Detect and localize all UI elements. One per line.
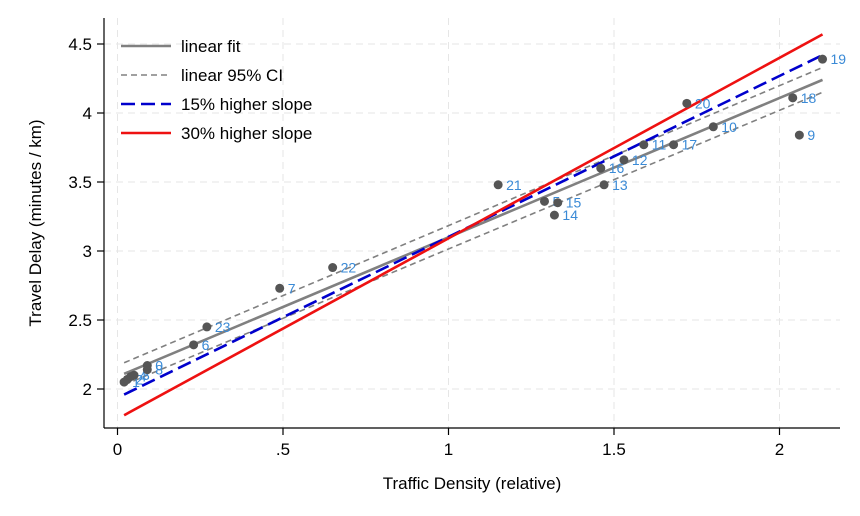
point-label: 10 [721,119,737,135]
x-tick-label: 0 [113,440,122,459]
x-tick-label: 1.5 [602,440,626,459]
point-label: 4 [139,369,147,385]
data-point-0 [142,361,152,371]
data-point-21 [493,180,503,190]
point-label: 3 [142,367,150,383]
data-point-20 [682,98,692,108]
data-point-19 [818,54,828,64]
data-point-11 [639,140,649,150]
y-tick-label: 2 [83,380,92,399]
point-label: 17 [682,137,698,153]
data-point-17 [669,140,679,150]
series-line-4 [123,33,824,417]
data-point-13 [599,180,609,190]
point-label: 11 [652,137,667,153]
point-label: 15 [566,195,582,211]
legend: linear fit linear 95% CI 15% higher slope 3… [121,37,312,143]
point-label: 6 [202,337,210,353]
point-label: 16 [609,160,625,176]
x-tick-label: 2 [775,440,784,459]
legend-label: linear 95% CI [181,66,283,85]
point-label: 21 [506,177,522,193]
x-tick-label: 1 [444,440,453,459]
point-label: 1 [132,374,140,390]
data-point-14 [549,210,559,220]
series-line-2 [123,91,823,386]
data-point-5 [539,196,549,206]
legend-label: 30% higher slope [181,124,312,143]
data-point-22 [328,263,338,273]
x-axis-title: Traffic Density (relative) [383,474,562,493]
point-label: 8 [155,362,163,378]
point-label: 7 [288,280,296,296]
data-point-23 [202,322,212,332]
ticks-layer: 0.5 1 1.5 222.533.544.5 [68,35,784,459]
points-layer: 12438062372221515141316121117201018919 [119,51,847,390]
data-point-9 [794,130,804,140]
point-label: 0 [155,358,163,374]
point-label: 19 [831,51,847,67]
y-tick-label: 3 [83,242,92,261]
legend-label: linear fit [181,37,241,56]
axes [103,18,840,429]
point-label: 2 [135,371,143,387]
y-axis-title: Travel Delay (minutes / km) [26,119,45,326]
series-line-1 [123,66,823,364]
y-tick-label: 4.5 [68,35,92,54]
legend-label: 15% higher slope [181,95,312,114]
data-point-18 [788,93,798,103]
point-label: 22 [341,260,357,276]
data-point-10 [708,122,718,132]
point-label: 13 [612,177,628,193]
point-label: 12 [632,152,648,168]
point-label: 18 [801,90,817,106]
data-point-7 [275,283,285,293]
data-point-6 [189,340,199,350]
y-tick-label: 3.5 [68,173,92,192]
series-layer [123,33,824,417]
y-tick-label: 4 [83,104,92,123]
series-line-0 [123,78,824,376]
data-point-16 [596,163,606,173]
point-label: 14 [562,207,578,223]
x-tick-label: .5 [276,440,290,459]
point-label: 20 [695,95,711,111]
point-label: 23 [215,319,231,335]
data-point-12 [619,155,629,165]
data-point-3 [129,370,139,380]
data-point-15 [553,198,563,208]
y-tick-label: 2.5 [68,311,92,330]
point-label: 9 [807,127,815,143]
